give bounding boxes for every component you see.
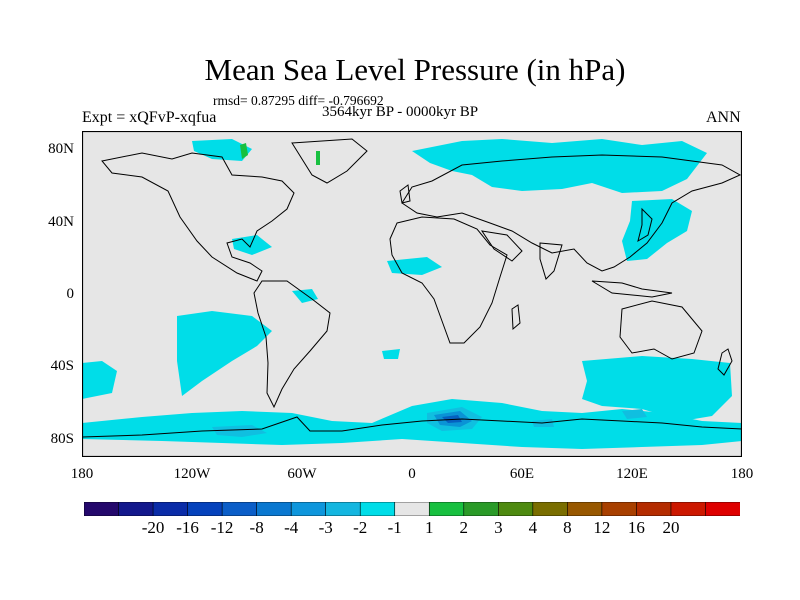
colorbar-label: 3 [494, 518, 503, 537]
colorbar-label: 2 [459, 518, 469, 537]
colorbar-swatch [256, 502, 292, 516]
map-frame [82, 131, 742, 457]
x-tick-label: 60E [509, 466, 535, 482]
y-tick-label: 40N [48, 214, 74, 230]
colorbar-label: -4 [284, 518, 299, 537]
colorbar-swatch [394, 502, 430, 516]
map-plot [82, 131, 742, 457]
colorbar-label: -2 [353, 518, 368, 537]
coastlines [82, 138, 742, 438]
y-tick-label: 0 [66, 286, 75, 302]
colorbar-swatch [290, 502, 327, 516]
experiment-label: Expt = xQFvP-xqfua [82, 109, 217, 126]
period-label: 3564kyr BP - 0000kyr BP [322, 104, 479, 120]
pressure-anomaly-cyan [82, 139, 742, 449]
colorbar-swatch [221, 502, 258, 516]
colorbar-label: -8 [249, 518, 264, 537]
colorbar-swatch [325, 502, 361, 516]
chart-title: Mean Sea Level Pressure (in hPa) [204, 52, 626, 87]
colorbar-label: 1 [425, 518, 434, 537]
colorbar-label: 12 [593, 518, 611, 537]
colorbar-swatch [567, 502, 603, 516]
colorbar-label: -1 [387, 518, 402, 537]
colorbar-swatch [670, 502, 707, 516]
colorbar-label: -3 [318, 518, 333, 537]
y-tick-label: 80S [50, 431, 74, 447]
x-tick-label: 120W [173, 466, 211, 482]
pressure-anomaly-green [240, 143, 320, 165]
colorbar-swatch [705, 502, 740, 516]
colorbar-swatch [601, 502, 638, 516]
colorbar-swatch [532, 502, 568, 516]
colorbar-label: 4 [528, 518, 538, 537]
colorbar-swatch [359, 502, 396, 516]
x-tick-label: 120E [616, 466, 648, 482]
colorbar-label: 20 [662, 518, 680, 537]
colorbar-swatch [463, 502, 499, 516]
y-tick-label: 80N [48, 141, 74, 157]
x-tick-label: 180 [730, 466, 754, 482]
colorbar-swatch [118, 502, 154, 516]
colorbar-label: -12 [210, 518, 234, 537]
colorbar-label: 8 [563, 518, 572, 537]
colorbar [84, 502, 740, 516]
y-tick-label: 40S [50, 358, 74, 374]
colorbar-swatch [84, 502, 120, 516]
colorbar-swatch [636, 502, 672, 516]
colorbar-label: -20 [141, 518, 165, 537]
x-tick-label: 180 [70, 466, 94, 482]
colorbar-label: -16 [176, 518, 199, 537]
colorbar-label: 16 [627, 518, 645, 537]
colorbar-swatch [187, 502, 223, 516]
x-tick-label: 0 [408, 466, 416, 482]
season-label: ANN [706, 109, 741, 126]
colorbar-swatch [498, 502, 534, 516]
colorbar-swatch [152, 502, 189, 516]
colorbar-swatch [428, 502, 465, 516]
rmsd-diff-label: rmsd= 0.87295 diff= -0.796692 [213, 93, 384, 108]
x-tick-label: 60W [287, 466, 317, 482]
